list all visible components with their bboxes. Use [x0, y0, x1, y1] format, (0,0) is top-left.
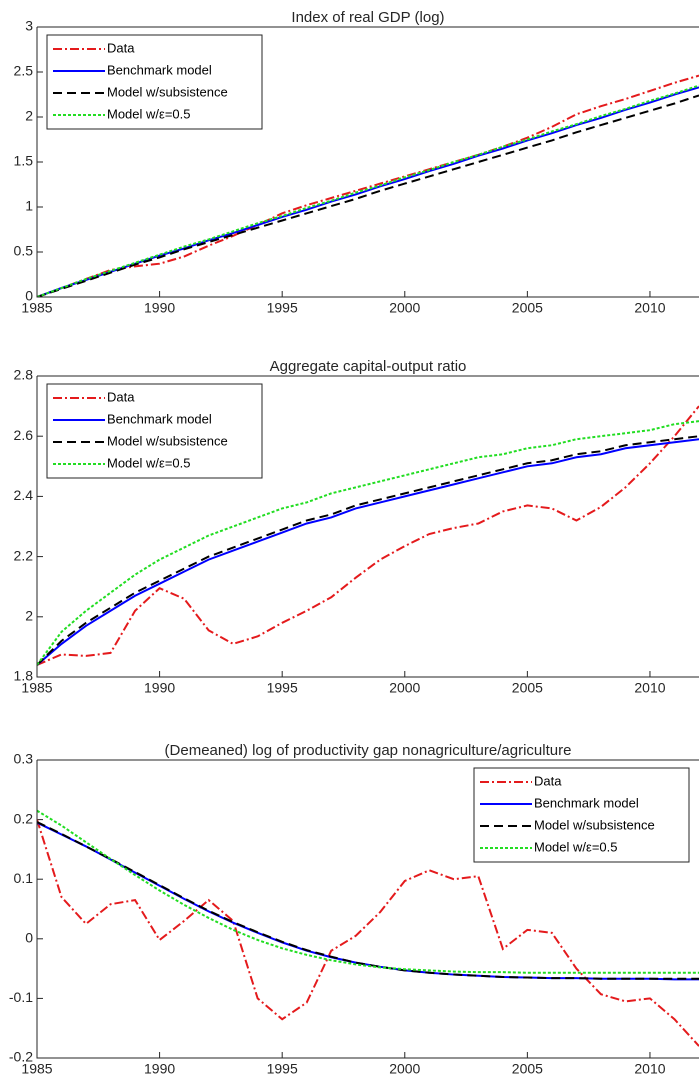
y-tick-label: 0 — [25, 930, 33, 946]
series-line — [37, 821, 699, 981]
series-line — [37, 74, 699, 297]
subplot: Index of real GDP (log) 0 0.5 1 1.5 2 2.5 3 1985… — [14, 9, 699, 316]
legend-label: Model w/ε=0.5 — [534, 839, 617, 854]
subplot: (Demeaned) log of productivity gap nonag… — [9, 742, 699, 1077]
legend-label: Data — [107, 40, 135, 55]
chart-title: (Demeaned) log of productivity gap nonag… — [165, 742, 572, 759]
axes-frame — [36, 375, 699, 678]
legend-label: Benchmark model — [107, 411, 212, 426]
x-tick-label: 2000 — [389, 680, 420, 696]
legend: Data Benchmark model Model w/subsistence Mo… — [473, 767, 690, 863]
subplot: Aggregate capital-output ratio 1.8 2 2.2 2.4… — [14, 358, 699, 696]
series-line — [37, 819, 699, 1047]
series-line — [37, 809, 699, 974]
y-tick-label: 0.2 — [14, 810, 34, 826]
x-tick-label: 2010 — [634, 1061, 665, 1077]
x-tick-label: 2000 — [389, 1061, 420, 1077]
legend-label: Benchmark model — [534, 795, 639, 810]
y-tick-label: 2.8 — [14, 367, 34, 383]
x-tick-label: 1985 — [21, 1061, 52, 1077]
legend: Data Benchmark model Model w/subsistence Mo… — [46, 383, 263, 479]
y-tick-label: 2.4 — [14, 487, 34, 503]
x-tick-label: 2005 — [512, 680, 543, 696]
y-tick-label: 0.3 — [14, 751, 34, 767]
series-line — [37, 438, 699, 666]
series-line — [37, 435, 699, 666]
legend: Data Benchmark model Model w/subsistence Mo… — [46, 34, 263, 130]
x-tick-label: 1985 — [21, 300, 52, 316]
axes-frame — [36, 26, 699, 298]
y-tick-label: 3 — [25, 18, 33, 34]
series-line — [37, 405, 699, 666]
y-tick-label: 1.8 — [14, 668, 34, 684]
y-tick-label: 2.2 — [14, 547, 34, 563]
y-tick-label: 0 — [25, 288, 33, 304]
series-line — [37, 84, 699, 297]
series-line — [37, 420, 699, 666]
x-tick-label: 1985 — [21, 680, 52, 696]
x-tick-label: 1995 — [267, 680, 298, 696]
y-tick-label: 2 — [25, 608, 33, 624]
y-tick-label: -0.2 — [9, 1049, 33, 1065]
chart-title: Index of real GDP (log) — [291, 9, 444, 26]
y-tick-label: -0.1 — [9, 989, 33, 1005]
y-tick-label: 0.5 — [14, 243, 34, 259]
x-tick-label: 2010 — [634, 300, 665, 316]
y-tick-label: 2 — [25, 108, 33, 124]
legend-label: Model w/ε=0.5 — [107, 106, 190, 121]
series-line — [37, 94, 699, 297]
legend-label: Benchmark model — [107, 62, 212, 77]
axes-frame — [36, 759, 699, 1059]
legend-box — [46, 34, 263, 130]
legend-box — [473, 767, 690, 863]
legend-label: Data — [107, 389, 135, 404]
y-tick-label: 2.6 — [14, 427, 34, 443]
legend-label: Data — [534, 773, 562, 788]
x-tick-label: 2005 — [512, 300, 543, 316]
x-tick-label: 1990 — [144, 680, 175, 696]
legend-label: Model w/subsistence — [107, 433, 228, 448]
x-tick-label: 2005 — [512, 1061, 543, 1077]
x-tick-label: 1995 — [267, 300, 298, 316]
x-tick-label: 1995 — [267, 1061, 298, 1077]
chart-title: Aggregate capital-output ratio — [270, 358, 467, 375]
legend-box — [46, 383, 263, 479]
y-tick-label: 1.5 — [14, 153, 34, 169]
x-tick-label: 1990 — [144, 300, 175, 316]
legend-label: Model w/subsistence — [534, 817, 655, 832]
y-tick-label: 0.1 — [14, 870, 34, 886]
x-tick-label: 1990 — [144, 1061, 175, 1077]
y-tick-label: 2.5 — [14, 63, 34, 79]
legend-label: Model w/ε=0.5 — [107, 455, 190, 470]
legend-label: Model w/subsistence — [107, 84, 228, 99]
x-tick-label: 2010 — [634, 680, 665, 696]
x-tick-label: 2000 — [389, 300, 420, 316]
y-tick-label: 1 — [25, 198, 33, 214]
